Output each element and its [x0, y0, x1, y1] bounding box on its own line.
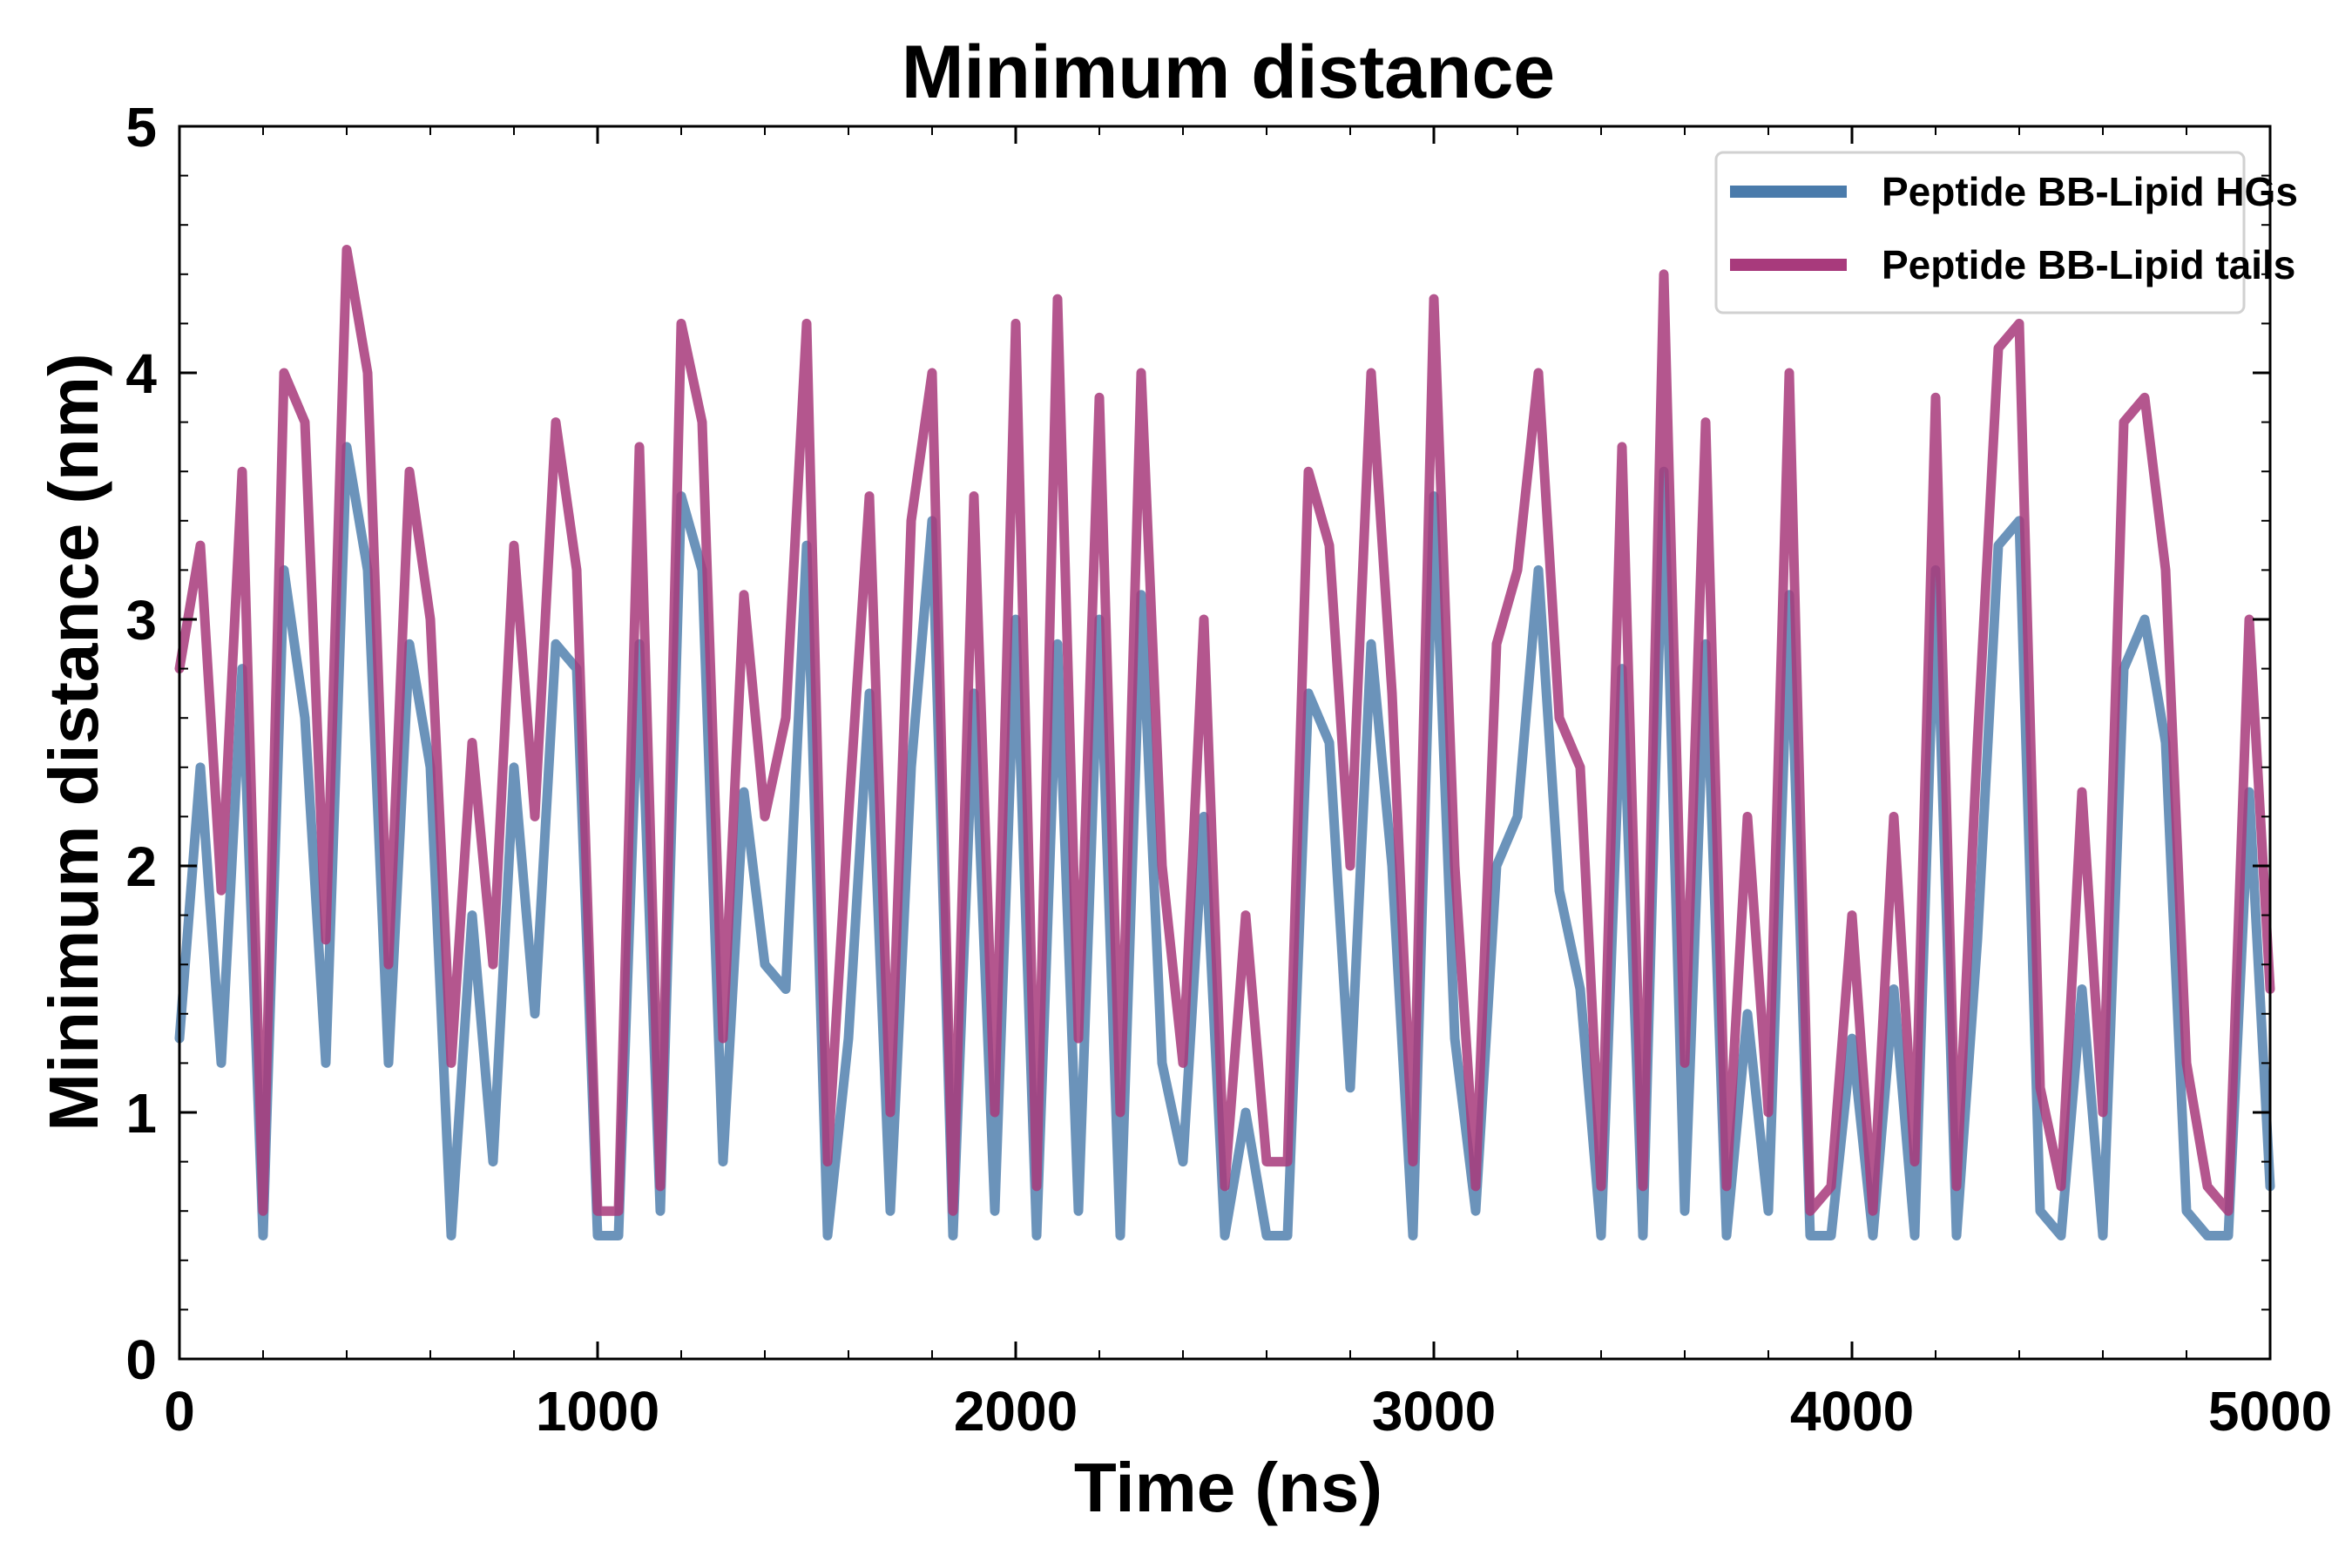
- legend-entry-label: Peptide BB-Lipid tails: [1882, 242, 2295, 287]
- legend: Peptide BB-Lipid HGs Peptide BB-Lipid tai…: [1714, 151, 2298, 314]
- axes: 0 1000 2000 3000 4000 5000 0 1 2 3 4 5: [125, 96, 2332, 1443]
- x-axis-label: Time (ns): [1074, 1449, 1382, 1526]
- series-line: [174, 245, 2275, 1216]
- y-tick-label: 2: [125, 835, 157, 898]
- plot-content: [174, 126, 2275, 1359]
- x-tick-label: 1000: [536, 1380, 659, 1443]
- legend-entry-label: Peptide BB-Lipid HGs: [1882, 169, 2298, 214]
- x-tick-label: 5000: [2208, 1380, 2332, 1443]
- x-tick-label: 3000: [1372, 1380, 1496, 1443]
- plot-frame: [178, 125, 2272, 1361]
- y-tick-label: 5: [125, 96, 157, 159]
- legend-box: [1714, 151, 2246, 314]
- y-tick-label: 4: [125, 342, 157, 405]
- y-tick-label: 0: [125, 1328, 157, 1391]
- x-tick-label: 0: [164, 1380, 195, 1443]
- x-tick-label: 2000: [954, 1380, 1078, 1443]
- x-tick-label: 4000: [1790, 1380, 1914, 1443]
- y-tick-label: 3: [125, 589, 157, 652]
- y-tick-label: 1: [125, 1082, 157, 1145]
- y-axis-label: Minimum distance (nm): [35, 353, 112, 1131]
- chart-title: Minimum distance: [902, 30, 1555, 114]
